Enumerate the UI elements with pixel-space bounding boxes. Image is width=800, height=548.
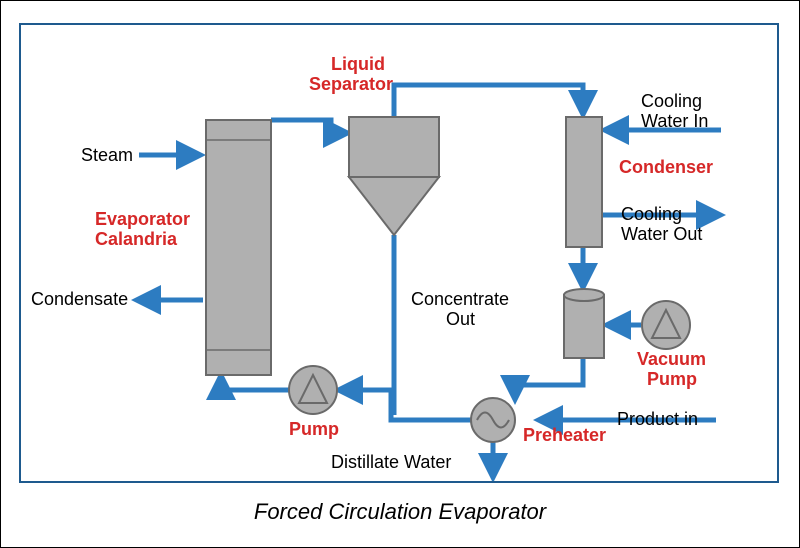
receiver-vessel <box>564 289 604 358</box>
product-in-label: Product in <box>617 409 698 429</box>
condenser-label: Condenser <box>619 157 713 177</box>
distillate-water-label: Distillate Water <box>331 452 451 472</box>
evaporator-calandria <box>206 120 271 375</box>
concentrate-out-label: ConcentrateOut <box>411 289 509 329</box>
liquid-separator-label: LiquidSeparator <box>309 54 393 94</box>
steam-label: Steam <box>81 145 133 165</box>
condensate-label: Condensate <box>31 289 128 309</box>
preheater <box>471 398 515 442</box>
liquid-separator <box>349 117 439 235</box>
evaporator-label: EvaporatorCalandria <box>95 209 190 249</box>
vacuum-pump <box>642 301 690 349</box>
vacuum-pump-label: VacuumPump <box>637 349 706 389</box>
cooling-water-in-label: CoolingWater In <box>641 91 708 131</box>
pump-label: Pump <box>289 419 339 439</box>
process-diagram: LiquidSeparator EvaporatorCalandria Cond… <box>21 25 777 481</box>
cooling-water-out-label: CoolingWater Out <box>621 204 702 244</box>
condenser <box>566 117 602 247</box>
preheater-label: Preheater <box>523 425 606 445</box>
diagram-title: Forced Circulation Evaporator <box>1 499 799 525</box>
circulation-pump <box>289 366 337 414</box>
diagram-border: LiquidSeparator EvaporatorCalandria Cond… <box>19 23 779 483</box>
diagram-frame: LiquidSeparator EvaporatorCalandria Cond… <box>0 0 800 548</box>
